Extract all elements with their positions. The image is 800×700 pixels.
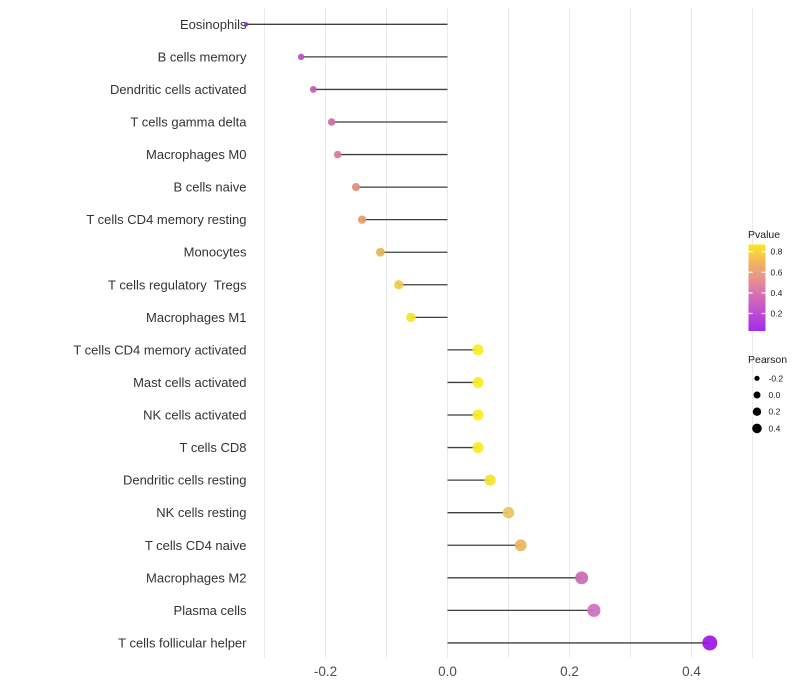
lollipop-dot bbox=[327, 118, 336, 126]
y-axis-label: T cells gamma delta bbox=[130, 114, 247, 129]
pearson-legend-dot bbox=[754, 375, 760, 381]
lollipop-dot bbox=[376, 247, 385, 257]
x-axis-tick-label: 0.4 bbox=[682, 664, 701, 679]
y-axis-label: B cells memory bbox=[158, 49, 247, 64]
y-axis-label: B cells naive bbox=[174, 180, 247, 195]
pvalue-tick-label: 0.4 bbox=[771, 288, 783, 298]
x-axis-tick-label: 0.2 bbox=[560, 664, 579, 679]
y-axis-label: Dendritic cells resting bbox=[123, 473, 247, 488]
x-axis-tick-label: -0.2 bbox=[314, 664, 337, 679]
y-axis-label: T cells CD8 bbox=[180, 440, 247, 455]
lollipop-dot bbox=[514, 539, 527, 552]
pvalue-colorbar bbox=[748, 244, 766, 331]
y-axis-label: Monocytes bbox=[184, 245, 247, 260]
y-axis-label: Dendritic cells activated bbox=[110, 82, 247, 97]
y-axis-label: Eosinophils bbox=[180, 17, 247, 32]
lollipop-dot bbox=[502, 506, 515, 519]
lollipop-dot bbox=[309, 85, 317, 93]
x-axis-tick-label: 0.0 bbox=[438, 664, 457, 679]
lollipop-dot bbox=[472, 344, 484, 356]
pearson-legend-label: -0.2 bbox=[769, 373, 784, 383]
lollipop-dot bbox=[472, 376, 484, 388]
pearson-legend-label: 0.2 bbox=[769, 407, 781, 417]
y-axis-label: NK cells resting bbox=[156, 505, 246, 520]
lollipop-dot bbox=[394, 280, 404, 290]
pvalue-tick-label: 0.2 bbox=[771, 308, 783, 318]
y-axis-label: NK cells activated bbox=[143, 408, 246, 423]
y-axis-label: T cells CD4 memory resting bbox=[86, 212, 246, 227]
lollipop-dot bbox=[333, 150, 342, 159]
lollipop-dot bbox=[297, 53, 305, 61]
y-axis-label: Macrophages M0 bbox=[146, 147, 246, 162]
lollipop-dot bbox=[575, 571, 589, 585]
pearson-legend-dot bbox=[752, 407, 762, 416]
pearson-legend-dot bbox=[752, 423, 762, 434]
y-axis-label: Plasma cells bbox=[174, 603, 247, 618]
y-axis-label: T cells CD4 naive bbox=[145, 538, 247, 553]
y-axis-label: Macrophages M1 bbox=[146, 310, 246, 325]
y-axis-label: T cells regulatory Tregs bbox=[108, 277, 247, 292]
lollipop-dot bbox=[244, 22, 249, 27]
pearson-legend-label: 0.0 bbox=[769, 390, 781, 400]
y-axis-label: T cells CD4 memory activated bbox=[73, 342, 246, 357]
y-axis-label: T cells follicular helper bbox=[118, 635, 247, 650]
y-axis-label: Macrophages M2 bbox=[146, 570, 246, 585]
pvalue-legend-title: Pvalue bbox=[748, 229, 780, 241]
pvalue-tick-label: 0.8 bbox=[771, 247, 783, 257]
lollipop-dot bbox=[472, 442, 484, 454]
pearson-legend-dot bbox=[753, 391, 761, 399]
lollipop-dot bbox=[484, 474, 496, 486]
lollipop-dot bbox=[472, 409, 484, 421]
pvalue-tick-label: 0.6 bbox=[771, 267, 783, 277]
lollipop-dot bbox=[587, 603, 601, 617]
lollipop-dot bbox=[406, 312, 416, 323]
lollipop-dot bbox=[351, 183, 361, 192]
y-axis-label: Mast cells activated bbox=[133, 375, 246, 390]
lollipop-dot bbox=[357, 215, 367, 224]
lollipop-dot bbox=[702, 635, 718, 651]
pearson-legend-title: Pearson bbox=[748, 354, 787, 366]
pearson-legend-label: 0.4 bbox=[769, 423, 781, 433]
